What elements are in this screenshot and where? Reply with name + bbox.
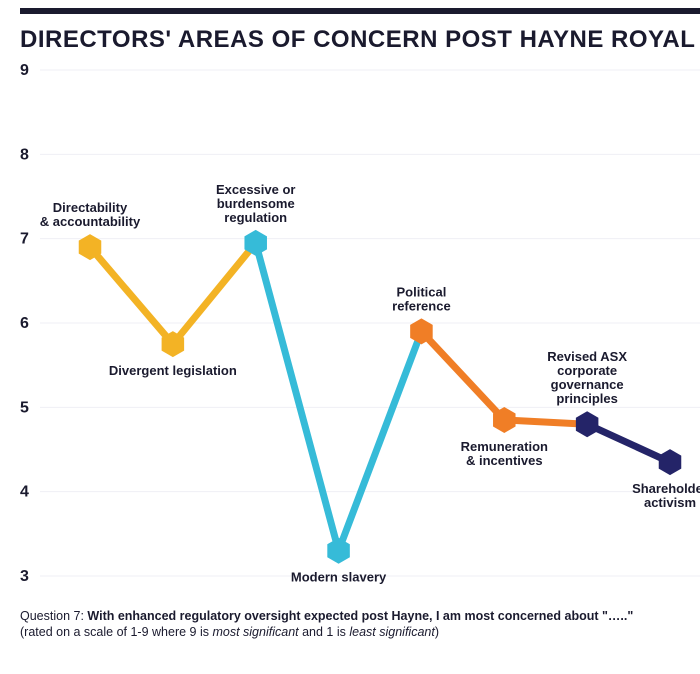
svg-text:& incentives: & incentives <box>466 453 543 468</box>
chart-footer: Question 7: With enhanced regulatory ove… <box>20 608 680 641</box>
svg-text:Political: Political <box>396 284 446 299</box>
chart-title: DIRECTORS' AREAS OF CONCERN POST HAYNE R… <box>20 26 700 54</box>
svg-text:governance: governance <box>551 377 624 392</box>
svg-text:& accountability: & accountability <box>40 214 141 229</box>
svg-text:Revised ASX: Revised ASX <box>547 349 627 364</box>
footer-scale-note: (rated on a scale of 1-9 where 9 is most… <box>20 624 680 640</box>
svg-text:regulation: regulation <box>224 210 287 225</box>
svg-text:Divergent legislation: Divergent legislation <box>109 363 237 378</box>
svg-text:9: 9 <box>20 62 29 79</box>
top-divider <box>20 8 700 14</box>
svg-text:corporate: corporate <box>557 363 617 378</box>
svg-text:Shareholder: Shareholder <box>632 481 700 496</box>
svg-text:activism: activism <box>644 495 696 510</box>
svg-text:Modern slavery: Modern slavery <box>291 570 387 585</box>
svg-text:principles: principles <box>556 391 617 406</box>
footer-question-prefix: Question 7: <box>20 609 87 623</box>
chart-svg: 3 4 5 6 7 8 9 Directability& accountability Dive… <box>20 58 700 598</box>
footer-question-bold: With enhanced regulatory oversight expec… <box>87 609 633 623</box>
svg-text:4: 4 <box>20 484 29 501</box>
line-chart: 3 4 5 6 7 8 9 Directability& accountability Dive… <box>20 58 700 598</box>
svg-text:8: 8 <box>20 146 29 163</box>
svg-text:5: 5 <box>20 399 29 416</box>
svg-text:Remuneration: Remuneration <box>461 439 548 454</box>
svg-text:7: 7 <box>20 231 29 248</box>
svg-text:burdensome: burdensome <box>217 196 295 211</box>
svg-text:3: 3 <box>20 568 29 585</box>
svg-text:reference: reference <box>392 298 451 313</box>
svg-text:6: 6 <box>20 315 29 332</box>
svg-text:Excessive or: Excessive or <box>216 182 296 197</box>
svg-text:Directability: Directability <box>53 200 128 215</box>
